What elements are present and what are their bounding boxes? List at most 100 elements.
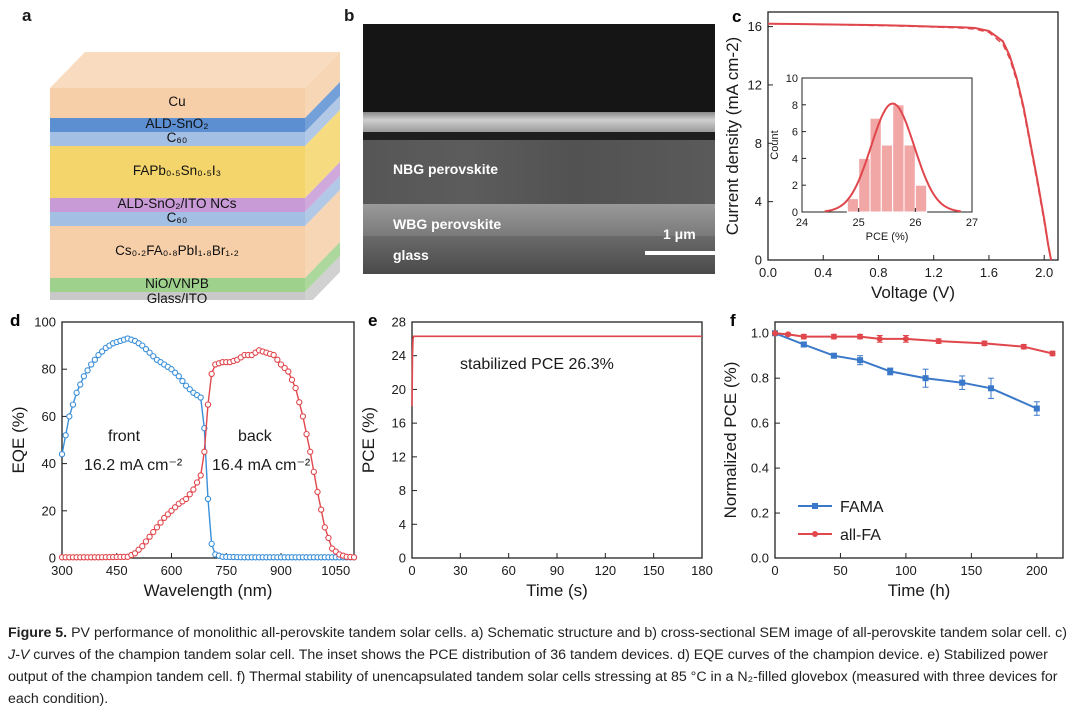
layer-front-6: [50, 226, 305, 278]
back-marker: [135, 546, 142, 553]
y-tick-label: 28: [392, 315, 406, 330]
front-marker: [179, 377, 186, 385]
back-marker: [197, 472, 204, 479]
front-marker: [84, 367, 91, 374]
layer-label-7: NiO/VNPB: [145, 276, 209, 291]
front-marker: [66, 413, 73, 420]
back-marker: [168, 507, 175, 514]
figure-caption: Figure 5. PV performance of monolithic a…: [8, 622, 1076, 710]
sem-label-glass: glass: [393, 247, 429, 263]
back-value: 16.4 mA cm⁻²: [212, 457, 311, 474]
y-tick-label: 0.2: [751, 506, 769, 521]
all-FA-marker: [857, 333, 864, 340]
y-tick-label: 16: [392, 416, 406, 431]
x-tick-label: 100: [895, 563, 917, 578]
inset-y-tick-label: 0: [792, 207, 798, 219]
back-marker: [146, 533, 153, 540]
chart-c-jv: c 0.0 0.4 0.8 1.2 1.6 2.0 0 4 8 12 16 Voltage (V) Cur…: [723, 7, 1059, 302]
back-marker: [153, 524, 161, 531]
layer-side-3: [305, 110, 340, 198]
x-axis-label: Time (h): [888, 581, 951, 600]
back-marker: [307, 448, 314, 455]
back-marker: [270, 351, 277, 359]
x-tick-label: 50: [833, 563, 847, 578]
x-axis-label: Wavelength (nm): [144, 581, 273, 600]
inset-x-label: PCE (%): [866, 231, 909, 243]
layer-front-3: [50, 146, 305, 198]
front-marker: [168, 366, 175, 373]
front-marker: [73, 389, 80, 396]
chart-f-stability: f 0 50 100 150 200 0.0 0.2 0.4 0.6 0.8 1.0 Time (h) N…: [721, 311, 1064, 600]
panel-label-a: a: [22, 6, 32, 25]
y-tick-label: 24: [392, 348, 406, 363]
back-marker: [277, 361, 285, 368]
front-marker: [88, 361, 95, 368]
layer-side-8: [305, 256, 340, 300]
inset-x-tick-label: 27: [966, 217, 978, 229]
layer-label-1: ALD-SnO₂: [145, 116, 209, 131]
forward-curve: [767, 23, 1052, 261]
histogram-bar-6: [914, 184, 928, 213]
back-marker: [201, 448, 208, 455]
histogram-bar-5: [903, 144, 916, 213]
front-label: front: [108, 428, 141, 445]
FAMA-marker: [959, 379, 966, 386]
front-marker: [69, 401, 77, 408]
legend-label-all-FA: all-FA: [840, 527, 881, 544]
sem-image: NBG perovskite WBG perovskite glass 1 μm: [363, 24, 715, 274]
front-marker: [171, 369, 179, 376]
y-tick-label: 20: [392, 382, 406, 397]
FAMA-marker: [988, 385, 994, 392]
back-marker: [350, 554, 358, 561]
y-tick-label: 8: [399, 483, 406, 498]
y-tick-label: 60: [42, 409, 56, 424]
layer-front-1: [50, 118, 305, 132]
layer-front-0: [50, 88, 305, 118]
sem-top-capping: [363, 112, 715, 132]
x-tick-label: 30: [453, 563, 467, 578]
all-FA-marker: [1020, 343, 1027, 350]
x-tick-label: 0.0: [759, 265, 777, 280]
back-marker: [142, 538, 150, 545]
y-tick-label: 0.6: [751, 416, 769, 431]
y-tick-label: 1.0: [751, 326, 769, 341]
FAMA-marker: [922, 375, 929, 382]
back-marker: [325, 534, 332, 542]
x-tick-label: 150: [643, 563, 665, 578]
caption-text-2: curves of the champion tandem solar cell…: [8, 647, 1058, 707]
front-marker: [99, 348, 106, 355]
layer-label-0: Cu: [168, 94, 186, 109]
inset-y-tick-label: 2: [792, 180, 798, 192]
back-marker: [208, 370, 215, 378]
inset-x-tick-label: 24: [796, 217, 808, 229]
legend-marker-FAMA: [812, 503, 818, 509]
sem-label-wbg: WBG perovskite: [393, 216, 502, 232]
back-marker: [131, 550, 139, 557]
gaussian-fit: [824, 102, 961, 213]
layer-label-8: Glass/ITO: [146, 291, 208, 306]
stabilized-annotation: stabilized PCE 26.3%: [460, 356, 614, 373]
histogram-bar-4: [892, 104, 905, 213]
all-FA-marker: [800, 333, 807, 340]
axes-frame: [774, 321, 1064, 559]
front-marker: [182, 382, 190, 389]
front-marker: [139, 342, 146, 349]
front-curve: [61, 337, 354, 558]
layer-front-4: [50, 198, 305, 212]
back-marker: [303, 430, 310, 438]
back-marker: [204, 401, 212, 408]
panel-label-d: d: [10, 311, 20, 330]
FAMA-marker: [830, 352, 837, 359]
front-marker: [58, 451, 66, 458]
y-tick-label: 16: [748, 19, 762, 34]
back-marker: [150, 528, 157, 536]
front-marker: [150, 353, 157, 360]
y-tick-label: 12: [748, 77, 762, 92]
x-tick-label: 60: [501, 563, 515, 578]
y-tick-label: 12: [392, 449, 406, 464]
panel-label-e: e: [368, 311, 377, 330]
x-axis-label: Time (s): [526, 581, 588, 600]
layer-side-4: [305, 162, 340, 212]
layer-label-2: C₆₀: [166, 130, 188, 145]
panel-label-c: c: [732, 7, 741, 26]
